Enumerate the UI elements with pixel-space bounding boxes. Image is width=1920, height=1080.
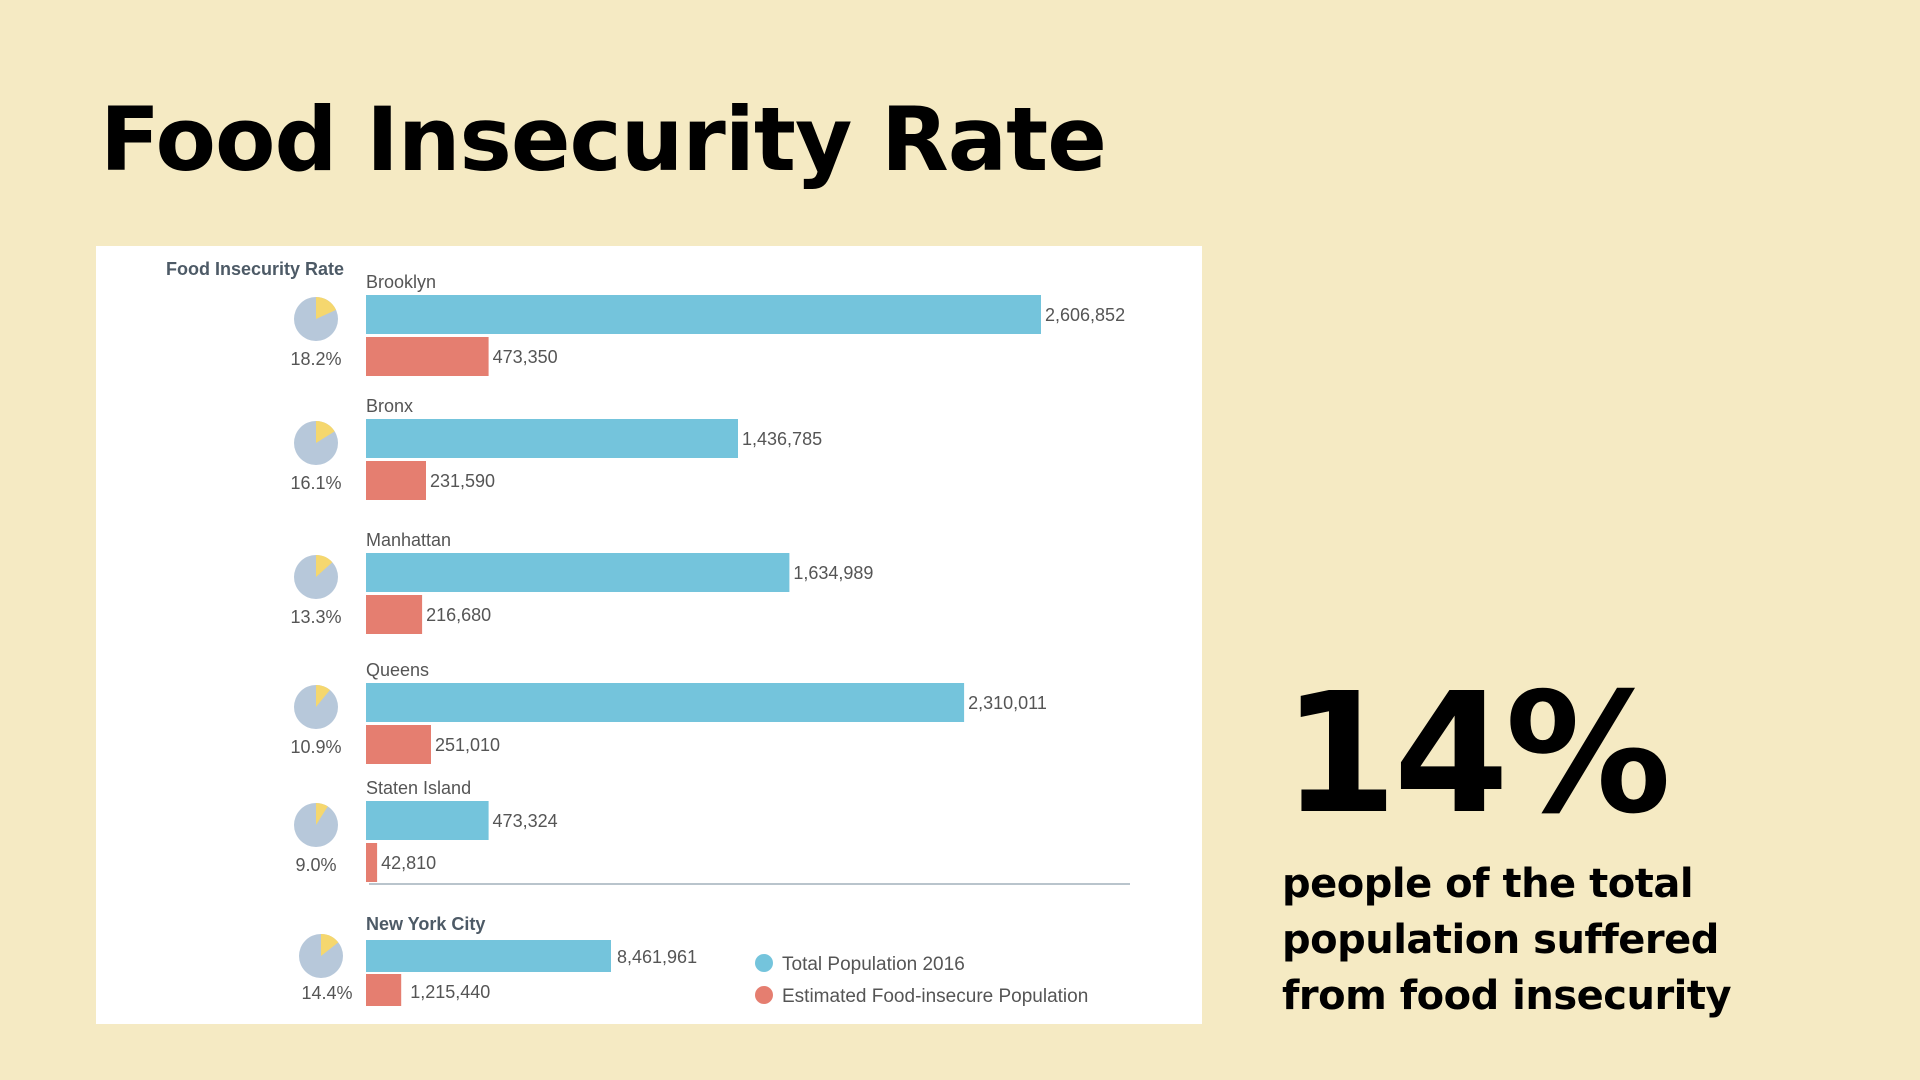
data-label-food-insecure: 42,810	[381, 853, 436, 873]
food-insecurity-chart: Food Insecurity Rate Brooklyn 2,606,852 473…	[166, 259, 1130, 1007]
stat-caption-line: from food insecurity	[1282, 973, 1732, 1019]
data-label-total: 2,606,852	[1045, 305, 1125, 325]
category-label: Staten Island	[366, 778, 471, 798]
rate-label: 18.2%	[290, 349, 341, 369]
stat-caption: people of the total population suffered …	[1282, 856, 1882, 1024]
data-label-food-insecure: 473,350	[493, 347, 558, 367]
total-category-label: New York City	[366, 914, 485, 934]
category-label: Brooklyn	[366, 272, 436, 292]
bar-food-insecure	[366, 974, 402, 1006]
legend-swatch-food-insecure	[755, 986, 773, 1004]
legend-label-food-insecure: Estimated Food-insecure Population	[782, 986, 1088, 1007]
chart-header: Food Insecurity Rate	[166, 259, 344, 279]
data-label-food-insecure: 251,010	[435, 735, 500, 755]
legend-label-total: Total Population 2016	[782, 954, 965, 975]
data-label-food-insecure: 231,590	[430, 471, 495, 491]
rate-label: 16.1%	[290, 473, 341, 493]
stat-caption-line: population suffered	[1282, 917, 1719, 963]
category-label: Bronx	[366, 396, 413, 416]
rate-label: 9.0%	[295, 855, 336, 875]
category-label: Queens	[366, 660, 429, 680]
total-rate-label: 14.4%	[301, 983, 352, 1003]
bar-total-population	[366, 683, 965, 722]
bar-total-population	[366, 295, 1041, 334]
rate-label: 10.9%	[290, 737, 341, 757]
bar-total-population	[366, 553, 790, 592]
bar-food-insecure	[366, 725, 431, 764]
rate-pie-slice	[316, 297, 337, 319]
data-label-total: 2,310,011	[968, 693, 1047, 713]
bar-food-insecure	[366, 843, 378, 882]
bar-food-insecure	[366, 461, 426, 500]
bar-food-insecure	[366, 595, 423, 634]
data-label-total: 8,461,961	[617, 947, 697, 967]
chart-panel: Food Insecurity Rate Brooklyn 2,606,852 473…	[96, 246, 1202, 1024]
data-label-total: 1,634,989	[793, 563, 873, 583]
bar-food-insecure	[366, 337, 489, 376]
bar-total-population	[366, 419, 738, 458]
rate-pie-slice	[316, 555, 333, 577]
stat-caption-line: people of the total	[1282, 861, 1694, 907]
bar-total-population	[366, 801, 489, 840]
slide-title: Food Insecurity Rate	[100, 88, 1107, 191]
category-label: Manhattan	[366, 530, 451, 550]
data-label-total: 473,324	[493, 811, 558, 831]
bar-total-population	[366, 940, 611, 972]
data-label-total: 1,436,785	[742, 429, 822, 449]
total-rate-pie-slice	[321, 934, 339, 956]
data-label-food-insecure: 1,215,440	[410, 982, 490, 1002]
rate-pie-slice	[316, 421, 335, 443]
headline-stat: 14%	[1282, 658, 1671, 851]
legend-swatch-total	[755, 954, 773, 972]
rate-label: 13.3%	[290, 607, 341, 627]
rate-pie-slice	[316, 685, 330, 707]
data-label-food-insecure: 216,680	[426, 605, 491, 625]
rate-pie-slice	[316, 803, 328, 825]
